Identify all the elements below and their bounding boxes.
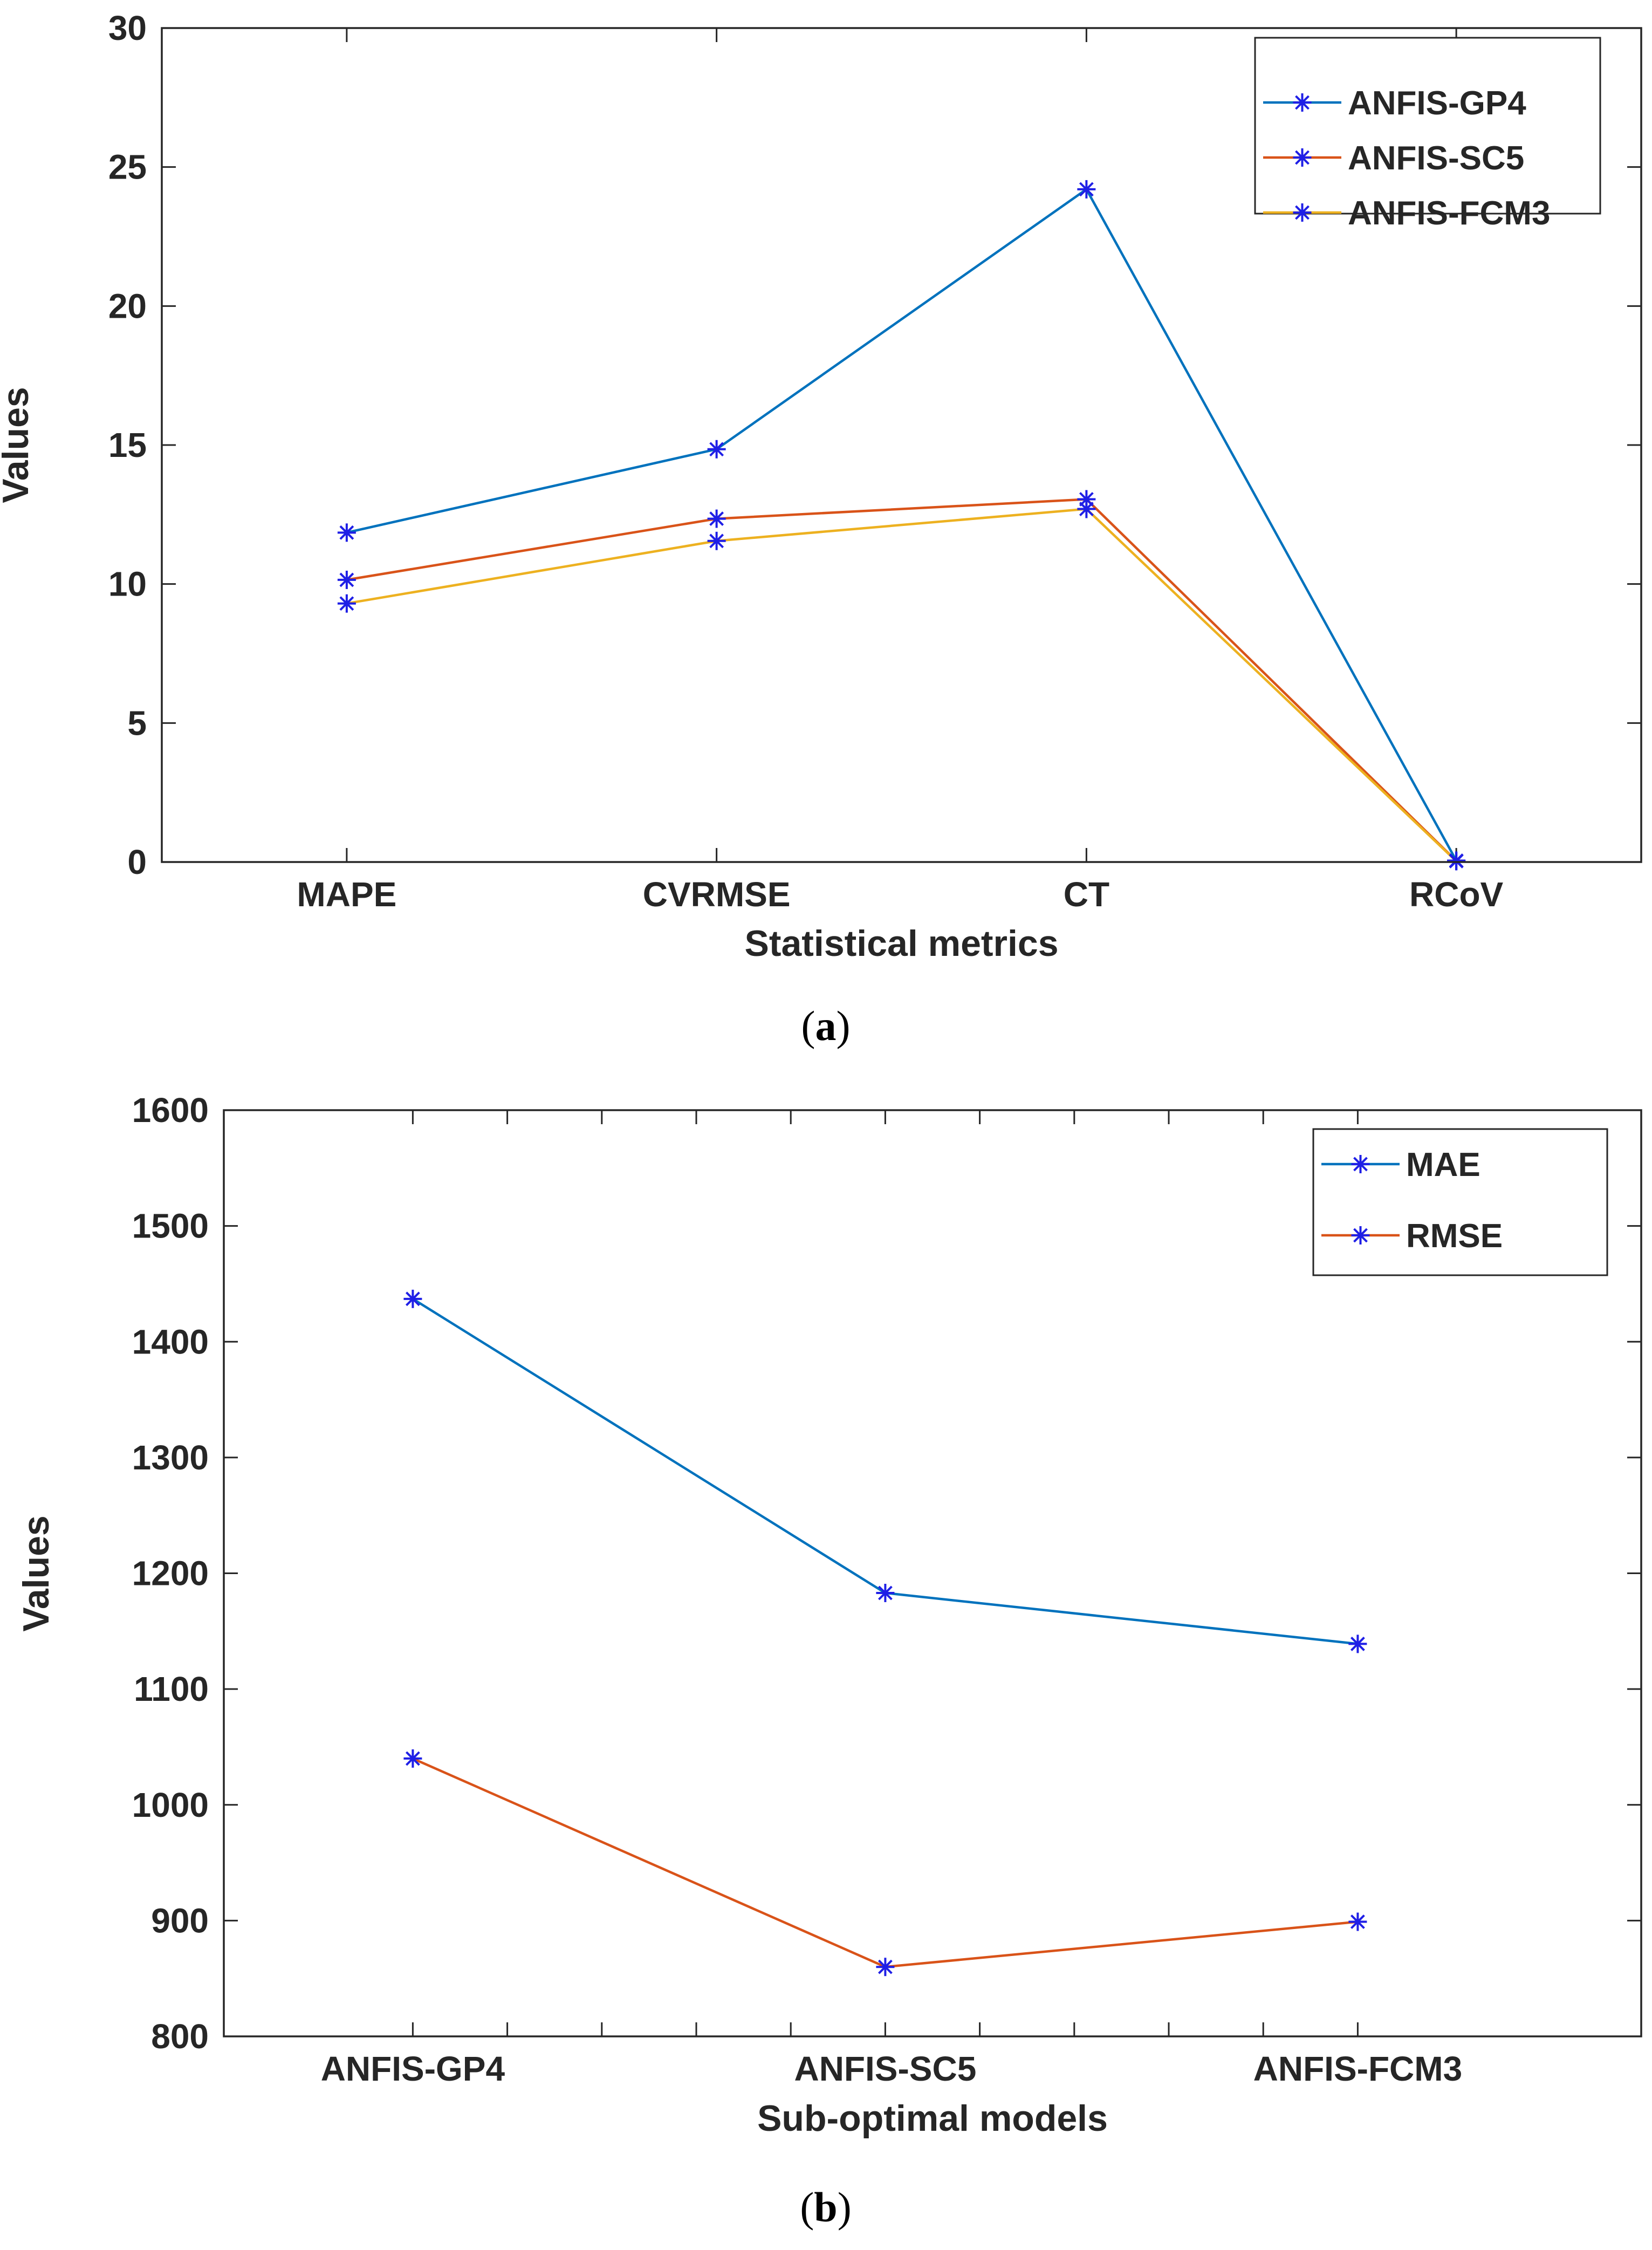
chart-a: 0 5 10 15 20 25 30 MAPE CVRMSE CT RCoV Statistical … [0, 9, 1642, 1049]
data-point-marker [707, 509, 726, 528]
caption-letter: b [814, 2184, 837, 2231]
data-point-marker-d2 [1079, 502, 1094, 516]
y-tick-label: 900 [151, 1901, 209, 1940]
x-tick-label: CVRMSE [643, 875, 791, 914]
y-tick-label: 1200 [132, 1554, 209, 1593]
x-tick-label: ANFIS-FCM3 [1253, 2049, 1463, 2088]
data-point-marker [1077, 180, 1096, 199]
y-tick-label: 800 [151, 2017, 209, 2056]
legend-marker [1351, 1155, 1370, 1173]
axes-box [223, 1109, 1642, 2037]
data-point-marker-d2 [709, 511, 724, 526]
y-tick-label: 10 [108, 565, 147, 604]
legend: ANFIS-GP4 ANFIS-SC5 ANFIS-FCM3 [1254, 37, 1601, 232]
legend-label: ANFIS-FCM3 [1348, 195, 1550, 232]
legend-label: MAE [1406, 1146, 1480, 1184]
legend-marker-d2 [1353, 1228, 1368, 1243]
y-tick-label: 1600 [132, 1091, 209, 1130]
caption-open-paren: ( [800, 2184, 814, 2231]
chart-b: 800 900 1000 1100 1200 1300 1400 1500 1600 ANFIS-… [16, 1091, 1642, 2231]
x-tick-label: CT [1064, 875, 1109, 914]
y-tick-label: 20 [108, 286, 147, 325]
subfigure-caption: (a) [801, 1002, 851, 1049]
y-tick-label: 1100 [134, 1670, 209, 1708]
x-tick-label: ANFIS-GP4 [321, 2049, 505, 2088]
x-tick-label: ANFIS-SC5 [794, 2049, 976, 2088]
data-point-marker [876, 1583, 895, 1602]
y-axis-title: Values [16, 1515, 57, 1632]
y-tick-label: 1000 [132, 1786, 209, 1824]
legend-marker [1293, 148, 1312, 167]
legend-marker [1293, 203, 1312, 222]
y-tick-label: 15 [108, 426, 147, 464]
legend-box [1312, 1128, 1608, 1276]
legend-marker-d2 [1295, 95, 1310, 110]
series-line-anfis-sc5 [346, 498, 1457, 862]
y-axis-title: Values [0, 387, 36, 503]
data-point-marker-d2 [878, 1585, 893, 1601]
data-point-marker-d2 [709, 442, 724, 457]
data-point-marker-d2 [709, 534, 724, 549]
legend-marker [1293, 93, 1312, 112]
data-point-marker [707, 531, 726, 550]
caption-close-paren: ) [837, 1002, 851, 1049]
data-point-marker-d2 [405, 1751, 420, 1766]
y-tick-label: 1300 [132, 1438, 209, 1477]
data-point-marker [403, 1749, 422, 1768]
legend-marker-d2 [1295, 205, 1310, 220]
y-tick-label: 1400 [132, 1322, 209, 1361]
caption-close-paren: ) [838, 2184, 852, 2231]
legend-marker [1351, 1226, 1370, 1244]
legend-marker-d2 [1353, 1157, 1368, 1172]
y-tick-label: 25 [108, 148, 147, 187]
data-point-marker-d2 [878, 1959, 893, 1974]
data-point-marker [1348, 1912, 1367, 1931]
data-point-marker-d2 [339, 596, 354, 611]
data-point-marker-d2 [339, 572, 354, 587]
data-point-marker [337, 594, 356, 613]
legend-label: RMSE [1406, 1218, 1503, 1255]
x-tick-label: MAPE [297, 875, 396, 914]
caption-open-paren: ( [801, 1002, 815, 1049]
data-point-marker [403, 1289, 422, 1308]
data-point-marker [337, 570, 356, 589]
data-point-marker-d2 [1350, 1637, 1365, 1651]
data-point-marker [1348, 1635, 1367, 1653]
data-point-marker [707, 440, 726, 459]
y-tick-label: 0 [127, 843, 147, 881]
series-line-anfis-gp4 [346, 188, 1458, 861]
legend-box [1254, 37, 1601, 215]
y-tick-label: 5 [127, 703, 147, 742]
y-tick-label: 30 [108, 9, 147, 47]
data-point-marker-d2 [1350, 1914, 1365, 1929]
data-point-marker [876, 1958, 895, 1977]
legend: MAE RMSE [1312, 1128, 1608, 1276]
y-tick-label: 1500 [132, 1207, 209, 1246]
axes-box [161, 27, 1642, 863]
x-axis-title: Statistical metrics [744, 923, 1058, 964]
data-point-marker-d2 [339, 525, 354, 540]
subfigure-caption: (b) [800, 2184, 851, 2231]
x-tick-label: RCoV [1409, 875, 1504, 914]
x-axis-title: Sub-optimal models [757, 2098, 1108, 2139]
series-line-anfis-fcm3 [346, 508, 1457, 863]
legend-label: ANFIS-SC5 [1348, 140, 1524, 177]
data-point-marker-d2 [405, 1291, 420, 1307]
data-point-marker [337, 523, 356, 542]
data-point-marker [1077, 500, 1096, 518]
caption-letter: a [815, 1002, 837, 1049]
legend-label: ANFIS-GP4 [1348, 85, 1526, 122]
data-point-marker-d2 [1079, 182, 1094, 197]
legend-marker-d2 [1295, 150, 1310, 165]
